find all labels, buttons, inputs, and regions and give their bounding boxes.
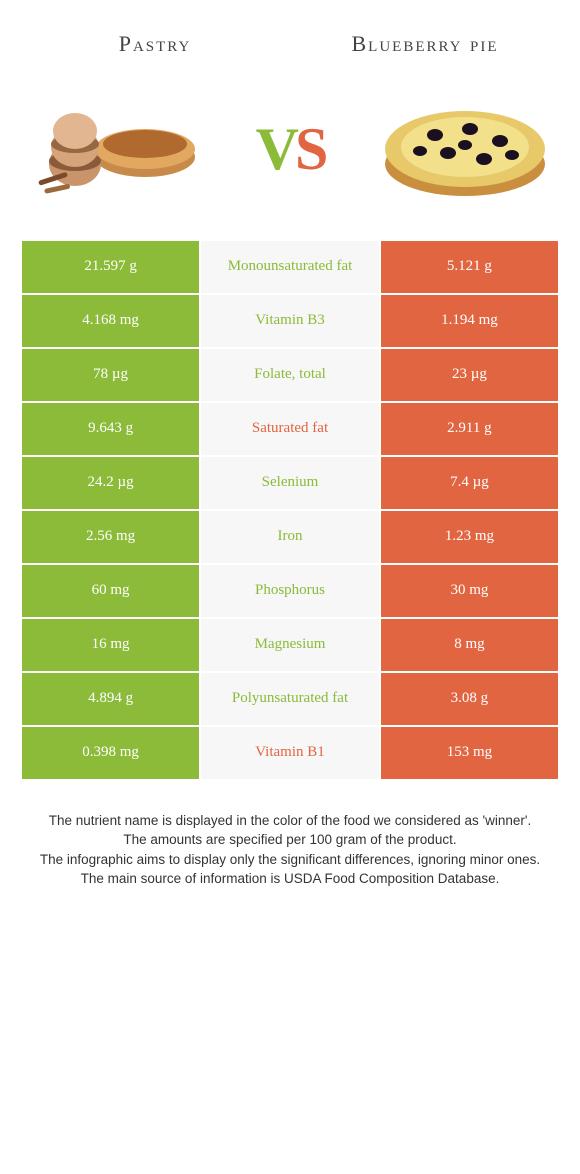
right-value: 7.4 µg xyxy=(380,456,559,510)
header: Pastry Blueberry pie xyxy=(0,0,580,69)
left-value: 16 mg xyxy=(21,618,200,672)
footer-line-3: The infographic aims to display only the… xyxy=(30,850,550,870)
left-value: 78 µg xyxy=(21,348,200,402)
table-row: 4.168 mgVitamin B31.194 mg xyxy=(21,294,559,348)
right-value: 30 mg xyxy=(380,564,559,618)
nutrient-label: Monounsaturated fat xyxy=(200,240,380,294)
nutrient-label: Magnesium xyxy=(200,618,380,672)
hero-row: VS xyxy=(0,69,580,239)
left-value: 2.56 mg xyxy=(21,510,200,564)
footer-line-2: The amounts are specified per 100 gram o… xyxy=(30,830,550,850)
right-value: 2.911 g xyxy=(380,402,559,456)
comparison-table: 21.597 gMonounsaturated fat5.121 g4.168 … xyxy=(20,239,560,781)
blueberry-pie-image xyxy=(380,89,550,209)
footer-line-1: The nutrient name is displayed in the co… xyxy=(30,811,550,831)
left-food-title: Pastry xyxy=(20,30,290,59)
left-value: 21.597 g xyxy=(21,240,200,294)
vs-s: S xyxy=(295,119,324,179)
left-value: 60 mg xyxy=(21,564,200,618)
right-value: 153 mg xyxy=(380,726,559,780)
vs-label: VS xyxy=(256,119,325,179)
table-row: 2.56 mgIron1.23 mg xyxy=(21,510,559,564)
nutrient-label: Selenium xyxy=(200,456,380,510)
table-row: 0.398 mgVitamin B1153 mg xyxy=(21,726,559,780)
table-row: 16 mgMagnesium8 mg xyxy=(21,618,559,672)
nutrient-label: Phosphorus xyxy=(200,564,380,618)
table-row: 21.597 gMonounsaturated fat5.121 g xyxy=(21,240,559,294)
right-value: 5.121 g xyxy=(380,240,559,294)
right-value: 8 mg xyxy=(380,618,559,672)
pastry-image xyxy=(30,89,200,209)
right-value: 1.194 mg xyxy=(380,294,559,348)
nutrient-label: Vitamin B1 xyxy=(200,726,380,780)
table-row: 78 µgFolate, total23 µg xyxy=(21,348,559,402)
table-row: 24.2 µgSelenium7.4 µg xyxy=(21,456,559,510)
footer-line-4: The main source of information is USDA F… xyxy=(30,869,550,889)
left-value: 24.2 µg xyxy=(21,456,200,510)
left-value: 0.398 mg xyxy=(21,726,200,780)
nutrient-label: Polyunsaturated fat xyxy=(200,672,380,726)
table-row: 60 mgPhosphorus30 mg xyxy=(21,564,559,618)
left-value: 4.894 g xyxy=(21,672,200,726)
left-value: 4.168 mg xyxy=(21,294,200,348)
table-row: 9.643 gSaturated fat2.911 g xyxy=(21,402,559,456)
right-value: 3.08 g xyxy=(380,672,559,726)
nutrient-label: Folate, total xyxy=(200,348,380,402)
right-food-title: Blueberry pie xyxy=(290,30,560,59)
right-value: 23 µg xyxy=(380,348,559,402)
left-value: 9.643 g xyxy=(21,402,200,456)
vs-v: V xyxy=(256,119,295,179)
nutrient-label: Vitamin B3 xyxy=(200,294,380,348)
nutrient-label: Saturated fat xyxy=(200,402,380,456)
nutrient-label: Iron xyxy=(200,510,380,564)
footer-notes: The nutrient name is displayed in the co… xyxy=(30,811,550,889)
table-row: 4.894 gPolyunsaturated fat3.08 g xyxy=(21,672,559,726)
right-value: 1.23 mg xyxy=(380,510,559,564)
